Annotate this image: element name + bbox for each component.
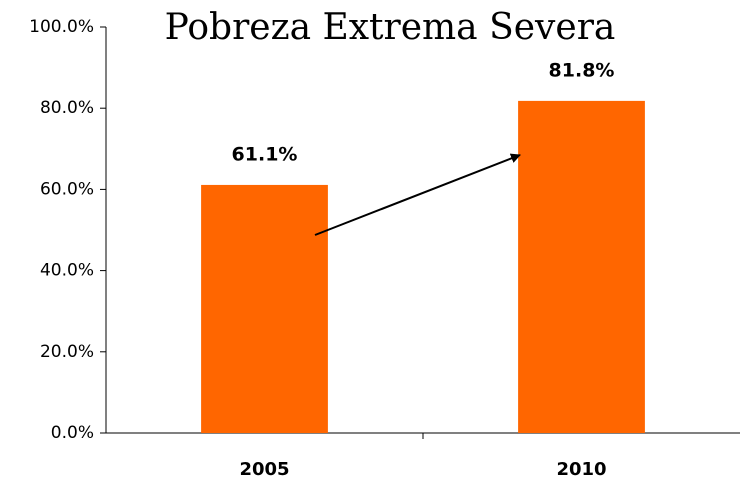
value-label: 81.8%	[549, 59, 615, 81]
bar	[201, 184, 328, 433]
trend-arrow	[314, 153, 521, 236]
y-tick-label: 100.0%	[29, 17, 94, 37]
chart-title: Pobreza Extrema Severa	[165, 7, 616, 48]
x-tick-label: 2005	[239, 459, 289, 480]
bar	[518, 100, 645, 433]
y-tick-label: 80.0%	[40, 98, 94, 118]
value-label: 61.1%	[232, 143, 298, 165]
y-tick-label: 0.0%	[51, 423, 94, 443]
x-tick-label: 2010	[556, 459, 606, 480]
y-tick-label: 60.0%	[40, 179, 94, 199]
y-tick-label: 20.0%	[40, 342, 94, 362]
y-tick-label: 40.0%	[40, 261, 94, 281]
